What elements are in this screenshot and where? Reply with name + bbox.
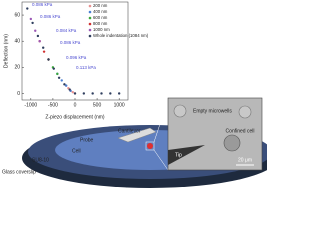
x-tick-label: 1000	[114, 102, 125, 108]
label: SU8-10	[32, 157, 49, 163]
label: Glass coverslip	[2, 169, 36, 175]
legend-marker	[88, 4, 92, 8]
legend-marker	[88, 10, 92, 14]
point	[91, 92, 94, 95]
point	[64, 84, 68, 87]
legend-label: Whole indentation (1084 nm)	[93, 33, 149, 38]
point	[56, 72, 59, 76]
point	[36, 34, 40, 38]
annotation: 0.086 kPa	[40, 14, 61, 19]
point	[73, 92, 77, 95]
point	[31, 21, 34, 25]
x-tick-label: 0	[74, 102, 77, 108]
x-tick-label: 500	[93, 102, 102, 108]
label: Cantilever	[118, 128, 141, 134]
y-tick-label: 0	[17, 91, 20, 97]
point	[42, 46, 45, 49]
annotation: 0.086 kPa	[32, 2, 53, 7]
point	[52, 67, 55, 70]
confined-cell	[223, 134, 241, 152]
legend-marker	[88, 16, 92, 20]
y-tick-label: 60	[14, 12, 20, 18]
point	[109, 92, 112, 95]
y-label: Deflection (nm)	[3, 34, 9, 68]
point	[34, 29, 37, 32]
annotation: 0.084 kPa	[56, 28, 77, 33]
point	[63, 83, 66, 86]
legend-label: 200 nm	[93, 3, 108, 8]
point	[38, 40, 41, 43]
label: 20 μm	[238, 157, 252, 163]
legend-label: 400 nm	[93, 9, 108, 14]
label: Empty microwells	[193, 108, 232, 114]
legend-label: 1000 nm	[93, 27, 110, 32]
point	[117, 92, 121, 95]
tip-shape	[168, 145, 205, 165]
legend-marker	[88, 34, 92, 38]
x-tick-label: -1000	[24, 102, 37, 108]
cell-dot	[147, 143, 153, 149]
x-tick-label: -500	[48, 102, 58, 108]
label: Confined cell	[226, 128, 255, 134]
point	[71, 90, 74, 94]
figure: Glass coverslip SU8-10 Cell Probe Cantil…	[2, 1, 267, 188]
point	[57, 76, 61, 79]
point	[42, 50, 46, 53]
microwell	[238, 105, 252, 119]
microwell	[173, 104, 187, 118]
legend-marker	[88, 28, 92, 32]
annotation: 0.086 kPa	[60, 40, 81, 45]
x-label: Z-piezo displacement (nm)	[45, 114, 105, 120]
legend-label: 600 nm	[93, 15, 108, 20]
point	[47, 58, 50, 61]
point	[60, 79, 63, 82]
label: Probe	[80, 137, 94, 143]
y-tick-label: 20	[14, 65, 20, 71]
point	[29, 17, 33, 21]
point	[100, 92, 103, 95]
point	[68, 88, 71, 91]
y-tick-label: 40	[14, 39, 20, 45]
legend-marker	[88, 22, 92, 26]
zoom-line	[153, 149, 169, 171]
legend-label: 800 nm	[93, 21, 108, 26]
label: Tip	[175, 152, 182, 158]
setup-diagram: Glass coverslip SU8-10 Cell Probe Cantil…	[2, 97, 267, 188]
annotation: 0.113 kPa	[76, 65, 96, 70]
zoom-line	[153, 99, 169, 143]
plot-frame	[21, 1, 129, 101]
annotation: 0.096 kPa	[66, 55, 87, 60]
cantilever-shape	[117, 127, 157, 143]
zoom-box	[145, 141, 155, 151]
label: Cell	[72, 148, 81, 154]
point	[26, 7, 29, 10]
point	[82, 92, 86, 95]
